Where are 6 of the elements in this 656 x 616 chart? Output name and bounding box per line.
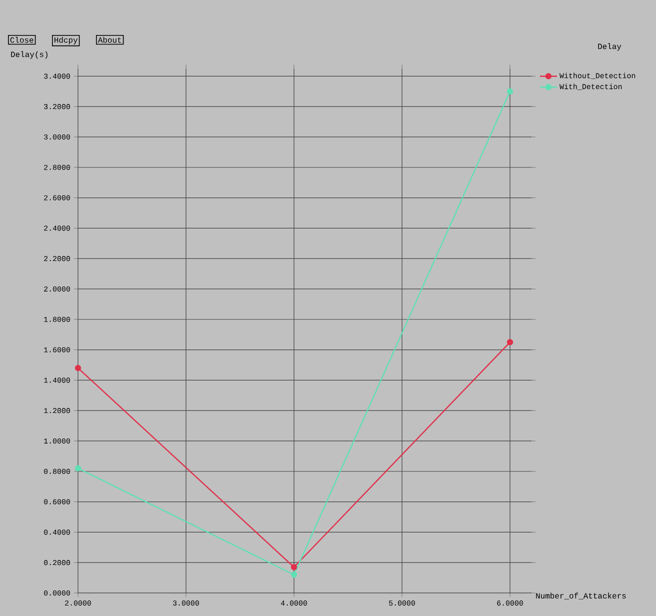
point: [74, 465, 82, 472]
point: [290, 564, 298, 570]
point: [506, 88, 514, 94]
point: [506, 339, 514, 346]
point: [74, 364, 82, 372]
point: [290, 572, 298, 578]
